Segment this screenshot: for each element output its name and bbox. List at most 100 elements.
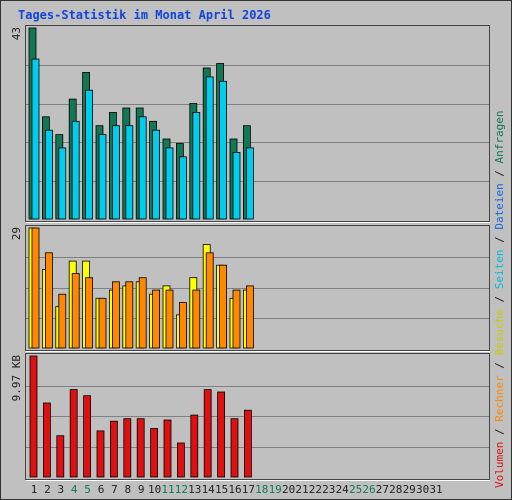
bar-seiten-day-13 bbox=[192, 112, 201, 220]
bar-volumen-day-2 bbox=[43, 402, 51, 478]
bar-rechner-day-8 bbox=[125, 281, 134, 349]
bar-volumen-day-9 bbox=[136, 418, 145, 478]
bar-seiten-day-17 bbox=[245, 147, 254, 220]
x-tick-label: 5 bbox=[84, 483, 91, 496]
bar-volumen-day-12 bbox=[176, 442, 185, 478]
bar-rechner-day-4 bbox=[71, 273, 80, 349]
x-tick-label: 2 bbox=[44, 483, 51, 496]
legend-entry: Seiten bbox=[493, 250, 506, 290]
legend-entry: Volumen bbox=[493, 442, 506, 488]
legend-entry: Besuche bbox=[493, 309, 506, 355]
x-tick-label: 17 bbox=[242, 483, 255, 496]
x-tick-label: 21 bbox=[295, 483, 308, 496]
legend-entry: / bbox=[493, 289, 506, 309]
x-tick-label: 24 bbox=[336, 483, 350, 496]
x-tick-label: 30 bbox=[416, 483, 429, 496]
x-tick-label: 7 bbox=[111, 483, 118, 496]
bar-volumen-day-10 bbox=[150, 428, 159, 478]
plot-area bbox=[25, 225, 490, 351]
bar-volumen-day-5 bbox=[83, 395, 91, 478]
x-tick-label: 4 bbox=[71, 483, 78, 496]
bar-rechner-day-17 bbox=[245, 285, 254, 349]
y-axis-max-label: 43 bbox=[10, 27, 23, 40]
bar-rechner-day-16 bbox=[232, 289, 241, 349]
legend-entry: Dateien bbox=[493, 183, 506, 229]
legend-entry: / bbox=[493, 163, 506, 183]
x-tick-label: 11 bbox=[161, 483, 174, 496]
bar-volumen-day-16 bbox=[230, 418, 239, 478]
bar-volumen-day-7 bbox=[110, 420, 118, 478]
series-rechner bbox=[31, 227, 254, 349]
bar-volumen-day-3 bbox=[56, 435, 65, 478]
bar-seiten-day-7 bbox=[112, 125, 120, 220]
plot-area bbox=[25, 25, 490, 222]
bar-volumen-day-4 bbox=[69, 389, 78, 478]
x-tick-label: 3 bbox=[57, 483, 64, 496]
bar-volumen-day-1 bbox=[29, 355, 38, 478]
x-tick-label: 6 bbox=[98, 483, 105, 496]
x-tick-label: 9 bbox=[138, 483, 145, 496]
legend-entry: / bbox=[493, 356, 506, 376]
x-tick-label: 27 bbox=[376, 483, 389, 496]
bar-seiten-day-3 bbox=[58, 147, 67, 220]
plot-area bbox=[25, 353, 490, 480]
bar-seiten-day-11 bbox=[165, 147, 174, 220]
x-tick-label: 26 bbox=[362, 483, 375, 496]
x-tick-label: 23 bbox=[322, 483, 335, 496]
x-tick-label: 14 bbox=[202, 483, 216, 496]
bar-volumen-day-6 bbox=[96, 430, 105, 478]
bar-rechner-day-14 bbox=[205, 252, 214, 349]
x-tick-label: 29 bbox=[403, 483, 416, 496]
x-tick-label: 10 bbox=[148, 483, 161, 496]
x-tick-label: 22 bbox=[309, 483, 322, 496]
x-tick-label: 18 bbox=[255, 483, 268, 496]
bar-seiten-day-12 bbox=[178, 156, 187, 220]
bar-volumen-day-13 bbox=[190, 414, 199, 478]
bar-seiten-day-16 bbox=[232, 151, 241, 220]
bar-volumen-day-17 bbox=[243, 409, 252, 478]
x-axis-labels: 1 2 3 4 5 6 7 8 9 10 11 12 13 14 15 16 17 18 19 20 21 22 23 24 2… bbox=[31, 483, 443, 496]
legend-entry: / bbox=[493, 230, 506, 250]
panel-1: 43 bbox=[10, 25, 490, 223]
bar-seiten-day-2 bbox=[45, 129, 53, 220]
chart-panels: 43 29 9.97 KB bbox=[10, 25, 490, 481]
y-axis-max-label: 29 bbox=[10, 227, 23, 240]
bar-volumen-day-8 bbox=[123, 418, 132, 478]
bar-seiten-day-9 bbox=[138, 116, 147, 220]
bar-volumen-day-14 bbox=[203, 389, 212, 478]
legend-entry: Rechner bbox=[493, 375, 506, 422]
bar-rechner-day-1 bbox=[31, 227, 40, 349]
bar-rechner-day-15 bbox=[219, 264, 228, 349]
bar-volumen-day-11 bbox=[163, 419, 172, 478]
bar-rechner-day-13 bbox=[192, 289, 201, 349]
x-tick-label: 1 bbox=[31, 483, 38, 496]
panel-2: 29 bbox=[10, 225, 490, 352]
x-tick-label: 8 bbox=[124, 483, 131, 496]
bar-rechner-day-9 bbox=[138, 277, 147, 349]
bar-seiten-day-14 bbox=[205, 76, 214, 220]
series-volumen bbox=[29, 355, 252, 478]
bar-rechner-day-10 bbox=[152, 289, 161, 349]
x-tick-label: 19 bbox=[269, 483, 282, 496]
y-axis-max-label: 9.97 KB bbox=[10, 355, 23, 402]
bar-seiten-day-4 bbox=[71, 120, 80, 220]
bar-seiten-day-8 bbox=[125, 125, 134, 220]
bar-rechner-day-12 bbox=[178, 302, 187, 349]
bar-rechner-day-5 bbox=[85, 277, 93, 349]
chart-legend: Volumen / Rechner / Besuche / Seiten / D… bbox=[493, 110, 506, 488]
x-tick-label: 31 bbox=[429, 483, 442, 496]
x-tick-label: 12 bbox=[175, 483, 188, 496]
bar-seiten-day-6 bbox=[98, 134, 107, 220]
bar-rechner-day-3 bbox=[58, 293, 67, 349]
x-tick-label: 16 bbox=[228, 483, 241, 496]
bar-rechner-day-6 bbox=[98, 297, 107, 349]
bar-seiten-day-5 bbox=[85, 89, 93, 220]
series-seiten bbox=[31, 58, 254, 220]
x-tick-label: 20 bbox=[282, 483, 295, 496]
bar-seiten-day-10 bbox=[152, 129, 161, 220]
bar-rechner-day-11 bbox=[165, 289, 174, 349]
legend-entry: / bbox=[493, 422, 506, 442]
legend-entry: Anfragen bbox=[493, 110, 506, 163]
x-tick-label: 28 bbox=[389, 483, 402, 496]
